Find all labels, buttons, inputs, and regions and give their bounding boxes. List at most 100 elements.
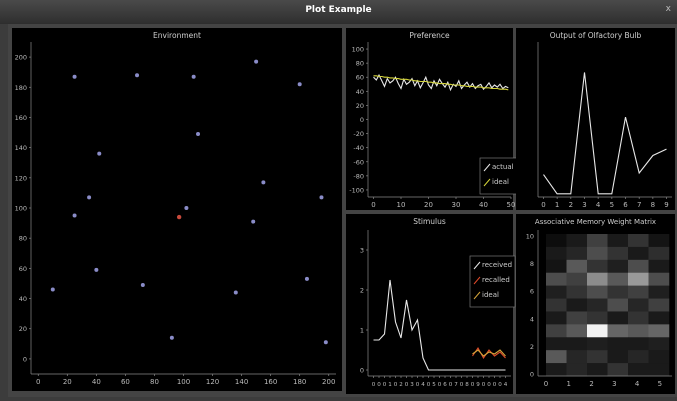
y-tick-label: 100	[352, 46, 364, 54]
y-tick-label: 60	[19, 265, 27, 273]
x-tick-label: 1	[388, 382, 392, 388]
heatmap-cell	[566, 272, 588, 286]
x-tick-label: 30	[452, 201, 461, 209]
heatmap-cell	[607, 259, 629, 274]
x-tick-label: 0	[438, 382, 442, 388]
heatmap-cell	[648, 234, 670, 248]
x-tick-label: 6	[443, 382, 447, 388]
x-tick-label: 0	[449, 382, 453, 388]
y-tick-label: -60	[353, 158, 364, 166]
heatmap-cell	[607, 324, 629, 338]
scatter-point	[135, 73, 140, 78]
x-tick-label: 2	[399, 382, 403, 388]
heatmap-cell	[648, 337, 670, 351]
heatmap-cell	[587, 298, 608, 312]
heatmap-cell	[607, 337, 629, 351]
heatmap-cell	[587, 363, 608, 377]
heatmap-cell	[587, 311, 608, 325]
x-tick-label: 10	[397, 201, 406, 209]
heatmap-cell	[566, 259, 588, 274]
heatmap-cell	[546, 298, 567, 312]
series-line	[472, 349, 506, 357]
y-tick-label: -20	[353, 130, 364, 138]
scatter-point	[319, 195, 324, 200]
x-tick-label: 3	[612, 380, 616, 388]
heatmap-cell	[648, 298, 670, 312]
x-tick-label: 100	[177, 378, 190, 386]
x-tick-label: 180	[293, 378, 306, 386]
heatmap-cell	[607, 311, 629, 325]
heatmap-cell	[546, 259, 567, 274]
y-tick-label: 100	[15, 205, 27, 213]
y-tick-label: 80	[19, 235, 27, 243]
window-title-bar: Plot Example x	[0, 0, 677, 24]
heatmap-cell	[607, 285, 629, 299]
heatmap-cell	[566, 337, 588, 351]
scatter-point	[94, 267, 99, 272]
heatmap-cell	[628, 337, 649, 351]
scatter-point	[72, 74, 77, 79]
window-title: Plot Example	[305, 5, 372, 15]
x-tick-label: 9	[664, 201, 668, 209]
heatmap-cell	[628, 285, 649, 299]
heatmap-cell	[628, 298, 649, 312]
scatter-point	[251, 219, 256, 224]
chart-title: Preference	[409, 31, 450, 40]
close-icon[interactable]: x	[665, 4, 671, 14]
heatmap-cell	[607, 350, 629, 364]
heatmap-cell	[628, 350, 649, 364]
x-tick-label: 2	[589, 380, 593, 388]
y-tick-label: 0	[360, 367, 364, 375]
heatmap-cell	[587, 324, 608, 338]
x-tick-label: 0	[544, 380, 548, 388]
x-tick-label: 0	[427, 382, 431, 388]
heatmap-cell	[566, 298, 588, 312]
heatmap-cell	[546, 246, 567, 261]
x-tick-label: 8	[465, 382, 469, 388]
x-tick-label: 4	[596, 201, 601, 209]
heatmap-cell	[546, 350, 567, 364]
scatter-point	[261, 180, 266, 185]
heatmap-cell	[648, 311, 670, 325]
x-tick-label: 120	[206, 378, 219, 386]
x-tick-label: 0	[498, 382, 502, 388]
scatter-point	[254, 59, 259, 64]
y-tick-label: 8	[530, 260, 534, 268]
x-tick-label: 160	[264, 378, 277, 386]
legend-swatch	[473, 276, 481, 285]
y-tick-label: 6	[530, 288, 534, 296]
scatter-point	[72, 213, 77, 218]
scatter-point	[297, 82, 302, 87]
x-tick-label: 1	[555, 201, 559, 209]
x-tick-label: 7	[637, 201, 641, 209]
x-tick-label: 20	[424, 201, 433, 209]
y-tick-label: 0	[360, 116, 364, 124]
weight-matrix-panel: Associative Memory Weight Matrix 0 1 2 3 4 5 0 2…	[516, 214, 675, 394]
y-tick-label: 140	[15, 144, 27, 152]
y-tick-label: 2	[360, 287, 364, 295]
plot-canvas: Environment 0 20 40 60 80 100 120 140 160 180 200 0 2…	[8, 24, 677, 397]
heatmap-cell	[628, 363, 649, 377]
legend-entry: ideal	[482, 291, 499, 299]
y-tick-label: -40	[353, 144, 364, 152]
heatmap-cell	[566, 234, 588, 248]
heatmap-cell	[607, 246, 629, 261]
x-tick-label: 0	[471, 382, 475, 388]
heatmap-cell	[587, 259, 608, 274]
y-tick-label: 120	[15, 174, 27, 182]
heatmap-cell	[587, 285, 608, 299]
heatmap-cell	[607, 298, 629, 312]
legend-entry: recalled	[482, 276, 510, 284]
heatmap-cell	[587, 337, 608, 351]
y-tick-label: 20	[19, 325, 27, 333]
heatmap-cell	[648, 285, 670, 299]
x-tick-label: 5	[432, 382, 436, 388]
series-line	[472, 346, 506, 360]
x-tick-label: 0	[36, 378, 40, 386]
heatmap-cell	[546, 285, 567, 299]
heatmap-cell	[587, 350, 608, 364]
x-tick-label: 0	[416, 382, 420, 388]
x-tick-label: 3	[410, 382, 414, 388]
x-tick-label: 0	[372, 382, 376, 388]
x-tick-label: 140	[235, 378, 248, 386]
